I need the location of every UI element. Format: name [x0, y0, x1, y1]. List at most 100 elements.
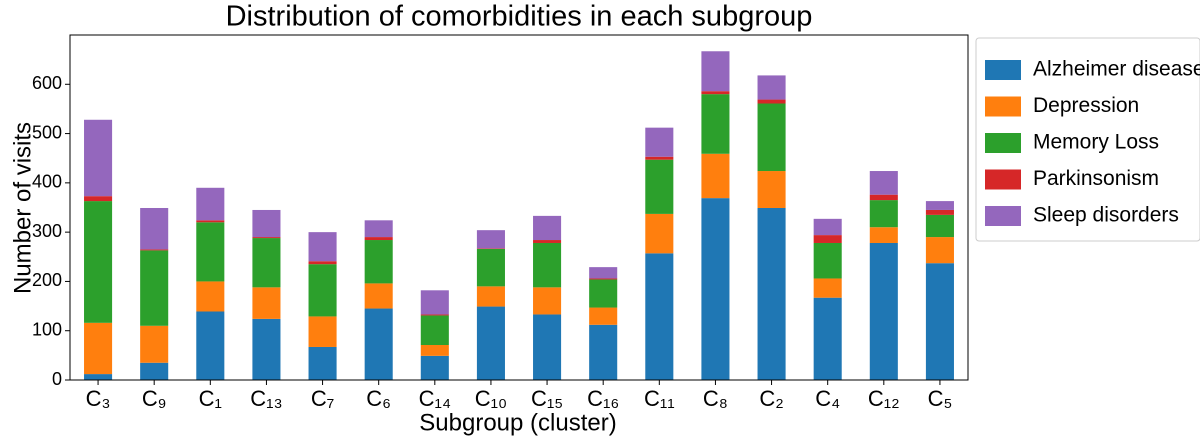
y-tick-label: 300	[32, 221, 62, 241]
bar-segment	[84, 374, 113, 380]
x-axis-label: Subgroup (cluster)	[419, 409, 616, 436]
bar-segment	[420, 290, 449, 315]
plot-frame	[69, 34, 969, 381]
y-tick-label: 400	[32, 172, 62, 192]
x-tick-label: C₆	[366, 386, 391, 411]
chart-title: Distribution of comorbidities in each su…	[226, 1, 813, 33]
bar-segment	[813, 297, 842, 380]
bar-segment	[757, 99, 786, 104]
bar-segment	[925, 201, 954, 210]
bar-segment	[589, 267, 618, 279]
bar-segment	[420, 345, 449, 356]
x-tick-label: C₁₁	[644, 386, 675, 411]
bar-segment	[140, 325, 169, 363]
bar-segment	[757, 207, 786, 380]
bar-segment	[701, 153, 730, 199]
bar-segment	[925, 209, 954, 215]
bar-segment	[140, 362, 169, 380]
bar-segment	[196, 281, 225, 312]
x-tick-label: C₁₃	[250, 386, 282, 411]
bar-segment	[364, 240, 393, 284]
bar-segment	[140, 249, 169, 251]
bar-segment	[589, 279, 618, 308]
x-tick-label: C₁₆	[587, 386, 619, 411]
x-tick-label: C₂	[759, 386, 783, 411]
bar-segment	[252, 287, 281, 319]
bar-segment	[645, 213, 674, 254]
bar-segment	[701, 51, 730, 92]
legend-swatch	[985, 60, 1021, 80]
bar-segment	[813, 242, 842, 279]
bar-segment	[757, 103, 786, 172]
bar-segment	[252, 237, 281, 239]
y-tick-label: 500	[32, 122, 62, 142]
y-tick-label: 200	[32, 270, 62, 290]
legend-swatch	[985, 206, 1021, 226]
bar-segment	[869, 242, 898, 380]
bar-segment	[252, 318, 281, 380]
bar-segment	[476, 286, 505, 307]
bar-segment	[196, 187, 225, 221]
bar-segment	[476, 306, 505, 380]
bar-segment	[420, 314, 449, 316]
bar-segment	[196, 311, 225, 380]
bar-segment	[757, 171, 786, 208]
x-tick-label: C₁₅	[531, 386, 563, 411]
bar-segment	[701, 94, 730, 154]
bar-segment	[84, 119, 113, 197]
bar-segment	[533, 215, 562, 241]
x-tick-label: C₁₂	[868, 386, 900, 411]
bar-segment	[813, 278, 842, 298]
bar-segment	[140, 250, 169, 326]
bar-segment	[869, 227, 898, 243]
bar-segment	[84, 322, 113, 375]
legend-label: Depression	[1033, 94, 1139, 117]
bar-segment	[869, 200, 898, 228]
bar-segment	[533, 314, 562, 380]
legend-swatch	[985, 96, 1021, 117]
legend-label: Parkinsonism	[1033, 167, 1159, 190]
bar-segment	[813, 235, 842, 243]
y-axis-label: Number of visits	[9, 122, 36, 294]
bar-segment	[645, 156, 674, 160]
bar-segment	[308, 261, 337, 265]
bar-segment	[645, 253, 674, 380]
bar-segment	[364, 220, 393, 238]
bar-segment	[645, 127, 674, 157]
bar-segment	[140, 207, 169, 250]
bar-segment	[84, 196, 113, 202]
x-tick-label: C₅	[928, 386, 953, 411]
bar-segment	[589, 307, 618, 325]
bar-segment	[533, 242, 562, 288]
bar-segment	[869, 194, 898, 201]
bar-segment	[196, 220, 225, 223]
bar-segment	[813, 218, 842, 236]
bar-segment	[589, 278, 618, 280]
bar-segment	[308, 264, 337, 317]
bar-segment	[420, 315, 449, 346]
x-tick-label: C₄	[815, 386, 840, 411]
legend-label: Memory Loss	[1033, 131, 1159, 154]
bar-segment	[925, 237, 954, 264]
bar-segment	[645, 159, 674, 214]
y-tick-label: 100	[32, 319, 62, 339]
legend-swatch	[985, 169, 1021, 190]
legend-label: Sleep disorders	[1033, 204, 1179, 227]
x-tick-label: C₉	[142, 386, 167, 411]
bar-segment	[925, 263, 954, 380]
bar-segment	[84, 201, 113, 323]
bar-segment	[252, 238, 281, 288]
bar-segment	[701, 198, 730, 380]
legend-label: Alzheimer disease	[1033, 58, 1200, 81]
bar-segment	[589, 324, 618, 380]
bar-segment	[252, 209, 281, 238]
bar-segment	[420, 355, 449, 380]
bar-segment	[308, 346, 337, 380]
bar-segment	[364, 308, 393, 380]
x-tick-label: C₃	[86, 386, 111, 411]
bar-segment	[757, 75, 786, 100]
legend-swatch	[985, 133, 1021, 153]
x-tick-label: C₁	[199, 386, 222, 411]
bar-segment	[701, 91, 730, 95]
